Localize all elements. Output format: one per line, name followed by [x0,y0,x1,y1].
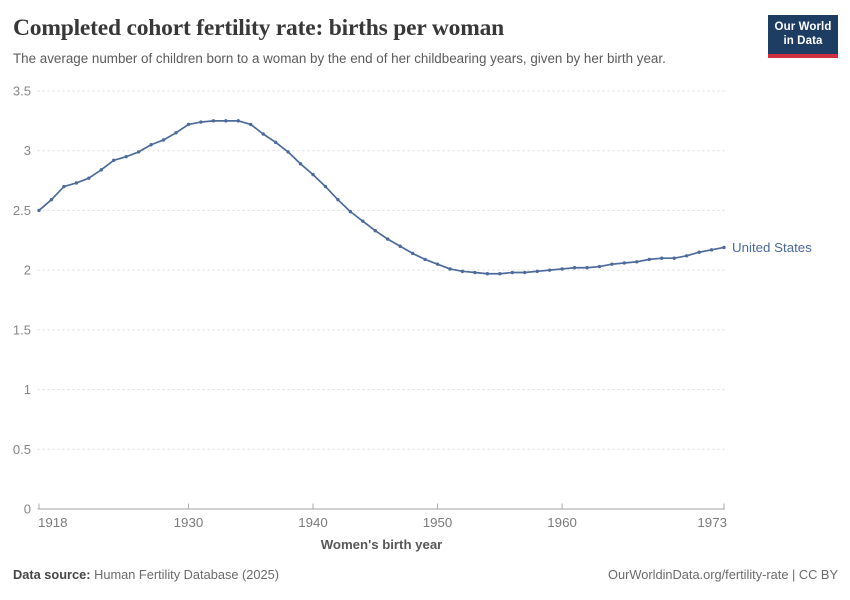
data-point[interactable] [149,143,153,147]
data-point[interactable] [199,120,203,124]
y-tick-label: 2 [24,263,31,278]
data-point[interactable] [622,261,627,265]
data-point[interactable] [585,266,589,270]
data-point[interactable] [298,162,303,166]
data-point[interactable] [485,272,490,276]
data-point[interactable] [435,262,440,266]
y-tick-label: 1.5 [13,322,31,337]
data-point[interactable] [87,176,91,180]
data-point[interactable] [336,197,340,202]
data-point[interactable] [398,244,402,248]
data-point[interactable] [273,140,278,145]
data-point[interactable] [74,181,79,185]
y-tick-label: 3 [24,143,31,158]
data-point[interactable] [684,254,689,258]
data-point[interactable] [62,184,66,189]
data-point[interactable] [460,269,465,274]
data-point[interactable] [510,270,514,275]
owid-logo-line2: in Data [783,34,823,47]
y-tick-label: 1 [24,382,31,397]
y-tick-label: 0.5 [13,442,31,457]
chart-footer: Data source: Human Fertility Database (2… [13,567,838,582]
license-note[interactable]: OurWorldinData.org/fertility-rate | CC B… [608,567,838,582]
data-point[interactable] [523,270,527,275]
data-point[interactable] [37,208,41,213]
y-tick-label: 2.5 [13,203,31,218]
data-point[interactable] [560,267,564,271]
data-point[interactable] [361,219,365,223]
y-tick-label: 3.5 [13,84,31,99]
data-point[interactable] [635,260,639,264]
data-point[interactable] [473,270,477,275]
data-point[interactable] [572,266,577,270]
data-point[interactable] [49,197,54,202]
data-point[interactable] [286,150,290,154]
data-source-label: Data source: [13,567,91,582]
x-tick-label: 1950 [423,515,453,530]
data-point[interactable] [547,268,552,272]
line-chart-plot[interactable]: 0 0.5 1 1.5 2 2.5 3 3.5 1918 1930 1940 1950 1960 1973… [0,0,850,560]
data-point[interactable] [535,269,539,274]
series-label[interactable]: United States [732,240,812,255]
data-point[interactable] [261,132,265,136]
data-point[interactable] [224,119,228,123]
x-tick-label: 1918 [38,515,68,530]
data-point[interactable] [323,184,328,189]
data-point[interactable] [112,158,116,162]
data-source-note: Data source: Human Fertility Database (2… [13,567,279,582]
owid-logo: Our World in Data [768,15,838,58]
data-point[interactable] [448,267,452,271]
data-point[interactable] [498,272,502,276]
chart-subtitle: The average number of children born to a… [13,51,666,66]
x-axis-title: Women's birth year [321,537,443,552]
data-point[interactable] [386,237,390,241]
data-point[interactable] [211,119,216,123]
data-point[interactable] [660,256,664,260]
series-line [38,120,725,275]
data-point[interactable] [99,168,103,172]
data-point[interactable] [311,172,315,177]
data-point[interactable] [124,154,128,159]
data-point[interactable] [186,122,191,127]
data-point[interactable] [174,131,178,135]
data-point[interactable] [423,257,427,262]
data-point[interactable] [672,256,676,260]
data-point[interactable] [236,119,240,123]
owid-logo-line1: Our World [774,21,832,33]
data-point[interactable] [373,229,377,233]
x-tick-label: 1973 [697,515,727,530]
data-point[interactable] [161,138,166,142]
data-point[interactable] [722,245,726,250]
x-tick-label: 1960 [547,515,577,530]
data-point[interactable] [249,122,253,127]
data-point[interactable] [610,262,614,266]
y-tick-label: 0 [24,502,31,517]
chart-title: Completed cohort fertility rate: births … [13,15,504,41]
x-tick-label: 1930 [174,515,204,530]
data-point[interactable] [697,250,701,254]
x-tick-label: 1940 [298,515,328,530]
data-point[interactable] [348,209,353,214]
data-point[interactable] [410,251,415,256]
data-source-value: Human Fertility Database (2025) [90,567,280,582]
data-point[interactable] [709,248,714,252]
data-point[interactable] [597,264,602,269]
data-point[interactable] [136,150,141,154]
data-point[interactable] [647,257,651,262]
